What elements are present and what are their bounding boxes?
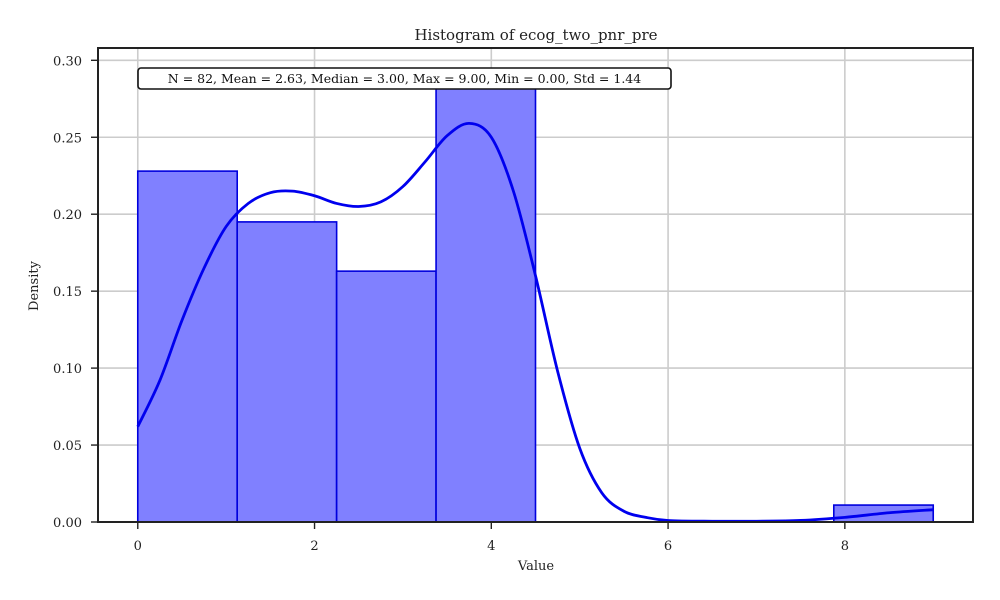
x-tick-label: 8	[841, 539, 849, 554]
x-tick-label: 0	[134, 539, 142, 554]
x-tick-label: 4	[487, 539, 495, 554]
y-tick-label: 0.25	[53, 131, 82, 146]
bars-layer	[136, 87, 935, 523]
y-tick-label: 0.20	[53, 208, 82, 223]
histogram-bar	[236, 221, 338, 523]
frame-layer	[97, 47, 974, 523]
histogram-bar	[335, 270, 437, 523]
x-tick-label: 6	[664, 539, 672, 554]
plot-frame	[97, 47, 974, 523]
y-tick-label: 0.10	[53, 362, 82, 377]
y-tick-label: 0.00	[53, 516, 82, 531]
histogram-bar	[435, 87, 537, 523]
ticks-layer: 0 2 4 6 8 0.00 0.05 0.10 0.15 0.20 0.25 0.30	[53, 54, 849, 554]
chart-title: Histogram of ecog_two_pnr_pre	[414, 26, 657, 44]
x-axis-label: Value	[517, 559, 554, 574]
x-tick-label: 2	[310, 539, 318, 554]
y-tick-label: 0.30	[53, 54, 82, 69]
y-tick-label: 0.05	[53, 439, 82, 454]
stats-annotation-text: N = 82, Mean = 2.63, Median = 3.00, Max …	[168, 71, 641, 86]
y-axis-label: Density	[27, 260, 42, 311]
stats-annotation-box	[137, 67, 672, 90]
histogram-bar	[136, 170, 239, 523]
stats-annotation: N = 82, Mean = 2.63, Median = 3.00, Max …	[137, 67, 672, 90]
y-tick-label: 0.15	[53, 285, 82, 300]
